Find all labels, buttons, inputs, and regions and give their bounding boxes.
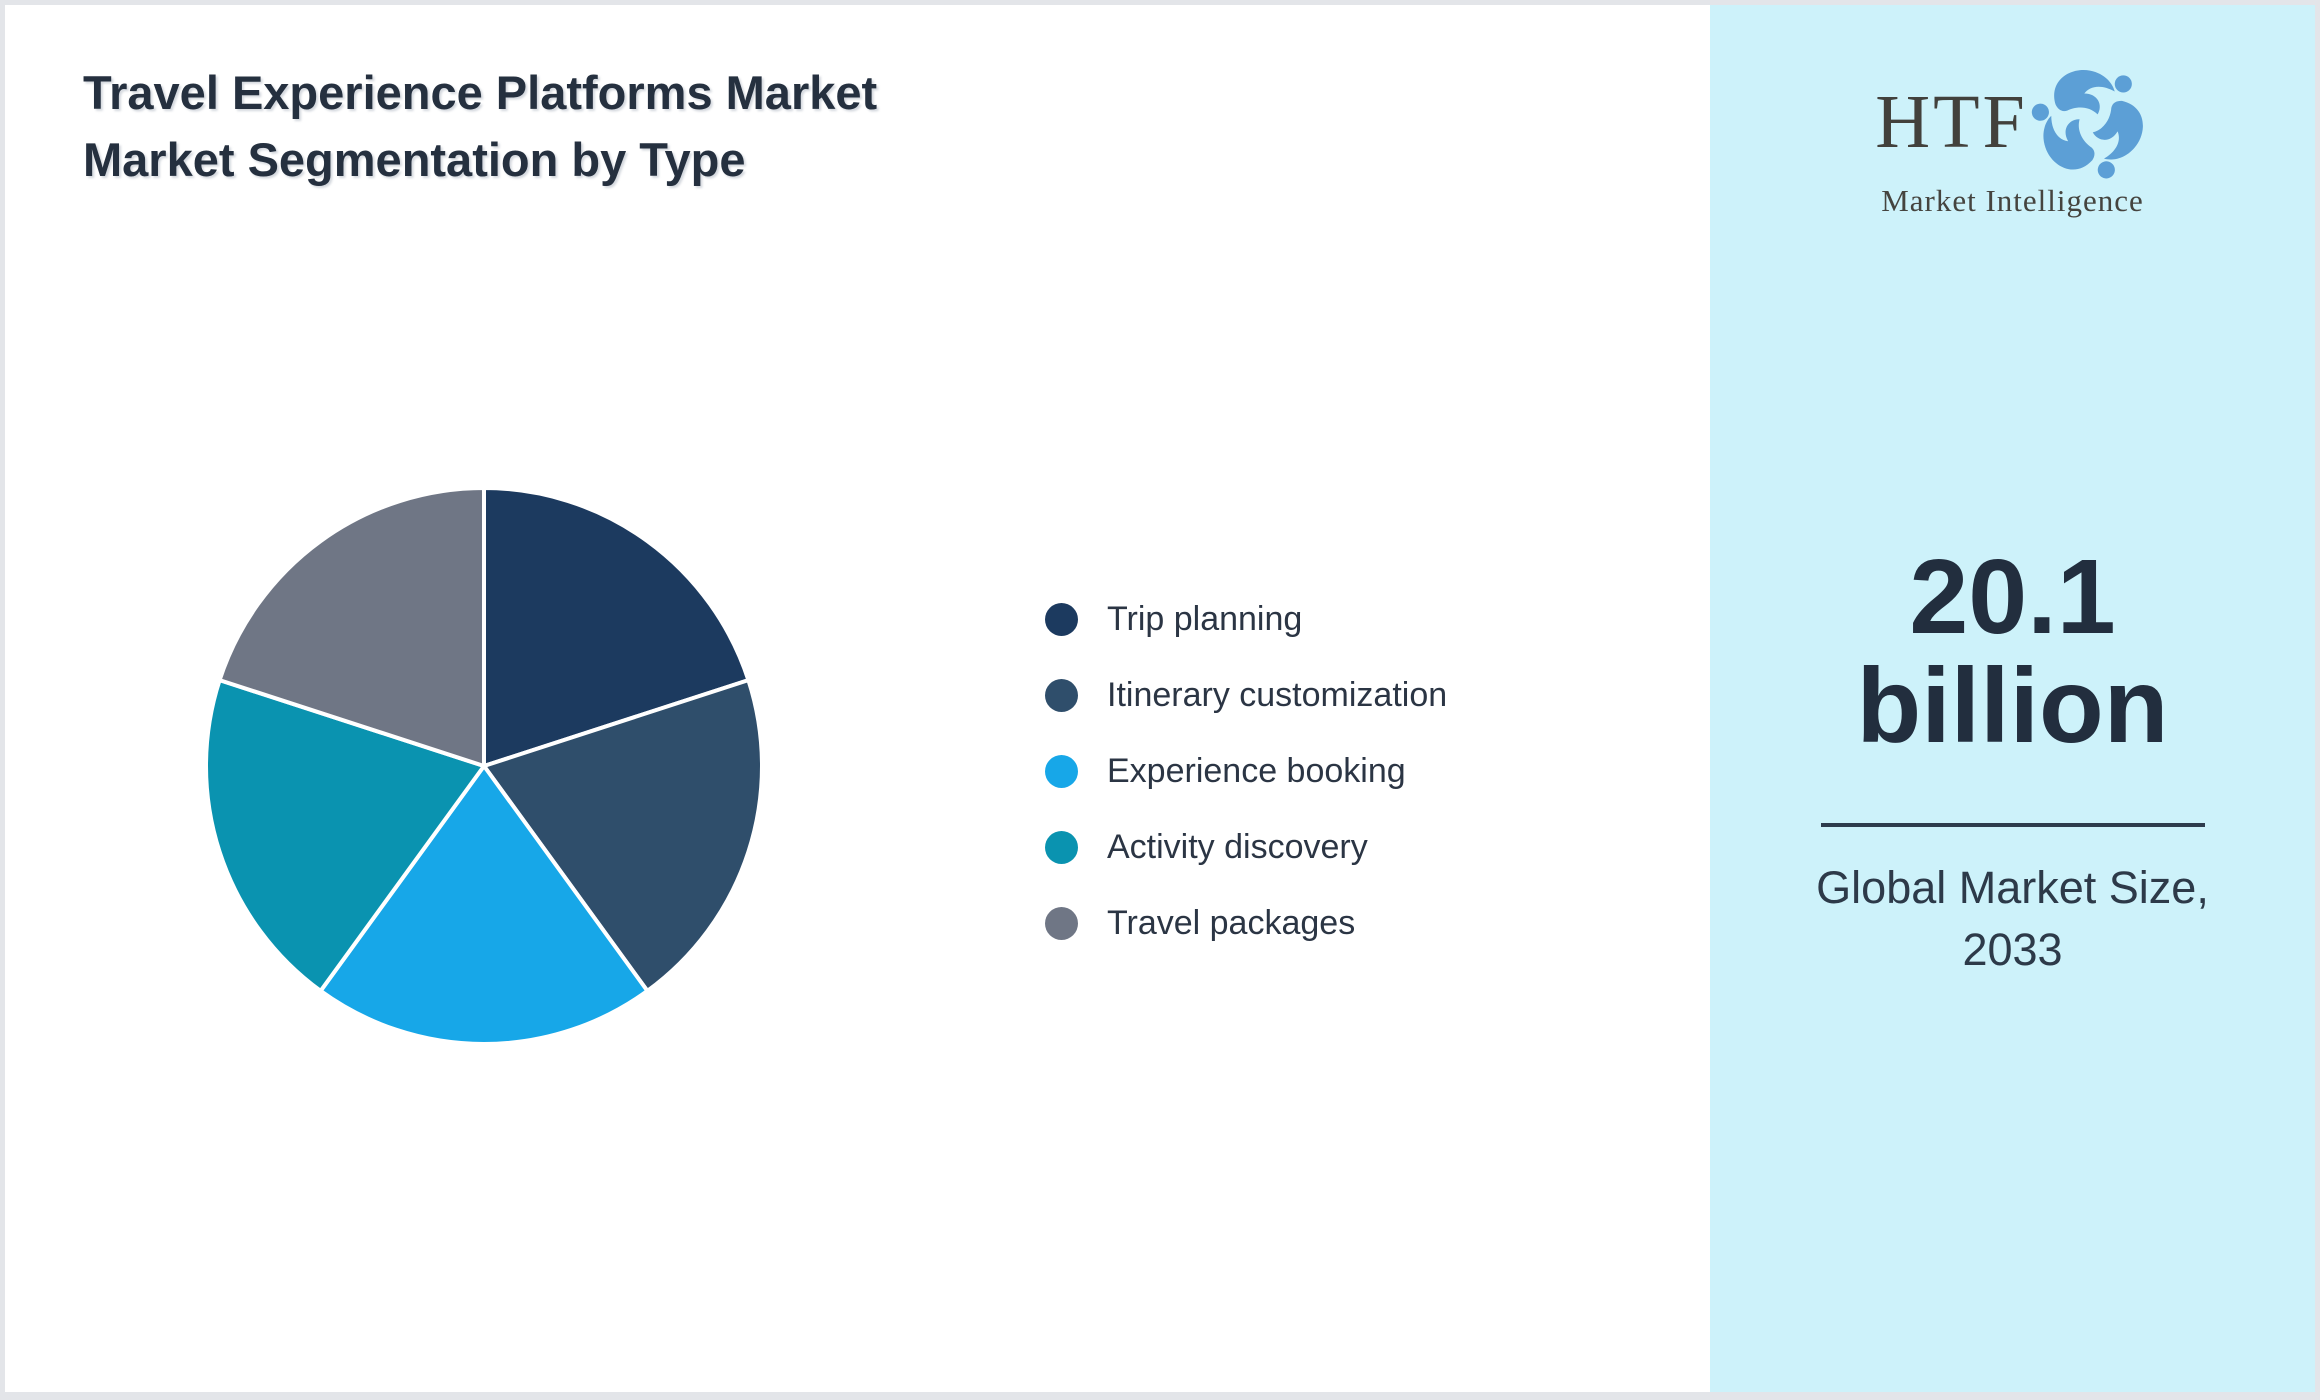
market-size-unit: billion — [1856, 647, 2169, 766]
pie-chart — [184, 466, 784, 1066]
legend-label: Itinerary customization — [1107, 675, 1448, 714]
legend-item: Travel packages — [1045, 885, 1447, 961]
legend-swatch-icon — [1045, 830, 1078, 864]
legend-swatch-icon — [1045, 602, 1078, 636]
pie-slice — [482, 486, 751, 768]
legend-label: Trip planning — [1107, 599, 1303, 638]
legend-label: Travel packages — [1107, 903, 1356, 942]
market-size-block: 20.1 billion Global Market Size, 2033 — [1710, 538, 2315, 982]
pie-chart-svg — [204, 486, 764, 1046]
legend-swatch-icon — [1045, 678, 1078, 712]
logo-subtitle: Market Intelligence — [1881, 183, 2144, 218]
chart-panel: Travel Experience Platforms Market Marke… — [5, 5, 1710, 1392]
legend-item: Trip planning — [1045, 581, 1447, 657]
logo-swirl-icon — [2029, 69, 2150, 181]
stat-divider — [1820, 823, 2205, 828]
legend-item: Itinerary customization — [1045, 657, 1447, 733]
htf-logo: HTF Market Intelligence — [1710, 63, 2315, 219]
legend-label: Activity discovery — [1107, 827, 1368, 866]
legend-swatch-icon — [1045, 754, 1078, 788]
legend-item: Experience booking — [1045, 733, 1447, 809]
sidebar: HTF Market Intelligence 20.1 billion Glo… — [1710, 5, 2315, 1392]
legend: Trip planning Itinerary customization Ex… — [1045, 581, 1447, 961]
market-size-caption: Global Market Size, 2033 — [1816, 862, 2209, 976]
logo-acronym: HTF — [1875, 80, 2028, 164]
legend-item: Activity discovery — [1045, 809, 1447, 885]
pie-slice — [482, 678, 764, 993]
legend-swatch-icon — [1045, 906, 1078, 940]
pie-slice — [204, 678, 486, 993]
legend-label: Experience booking — [1107, 751, 1406, 790]
market-size-value: 20.1 — [1909, 538, 2116, 656]
pie-slice — [318, 764, 650, 1046]
chart-title: Travel Experience Platforms Market Marke… — [83, 66, 878, 187]
pie-slice — [217, 486, 486, 768]
